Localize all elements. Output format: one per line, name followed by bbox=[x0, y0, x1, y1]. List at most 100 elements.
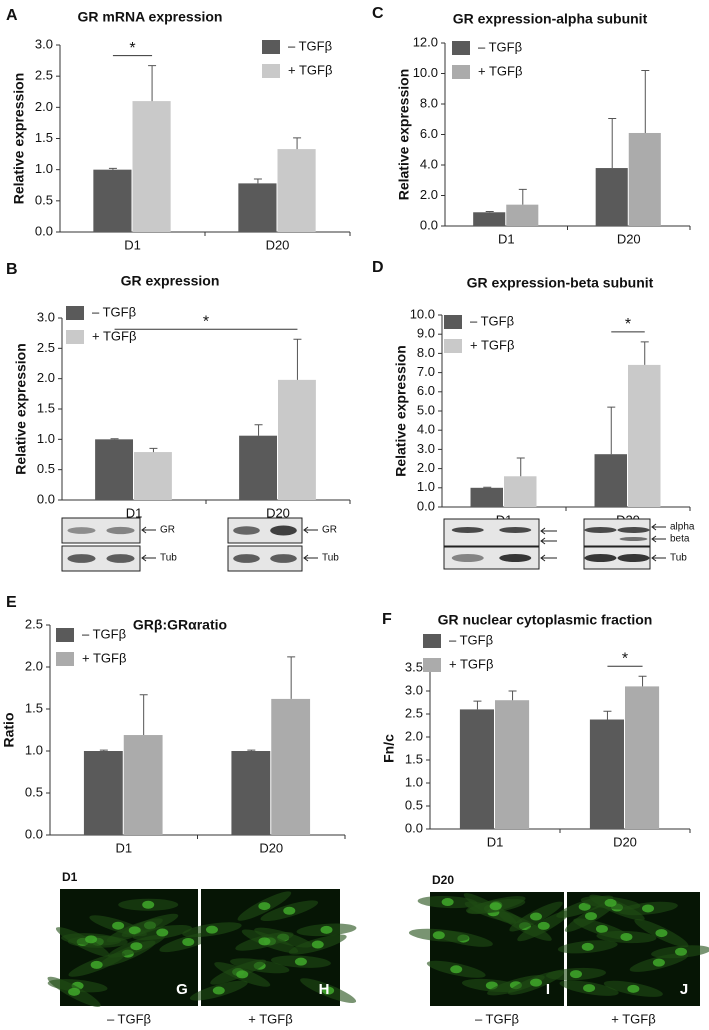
nucleus bbox=[322, 986, 335, 995]
legend-swatch bbox=[452, 65, 470, 79]
nucleus bbox=[205, 925, 218, 934]
nucleus bbox=[283, 906, 296, 915]
x-tick-label: D20 bbox=[613, 834, 637, 849]
blot-label: beta bbox=[670, 534, 690, 545]
blot-band bbox=[617, 554, 650, 562]
error-bar bbox=[293, 137, 302, 150]
error-bar bbox=[99, 749, 108, 751]
nucleus bbox=[258, 937, 271, 946]
bar bbox=[277, 149, 316, 232]
panel-letter: A bbox=[6, 7, 18, 24]
arrow bbox=[540, 537, 557, 545]
bar bbox=[594, 454, 627, 507]
panel-letter: D bbox=[372, 259, 384, 276]
bar bbox=[95, 439, 133, 500]
y-tick-label: 0.5 bbox=[35, 192, 53, 207]
x-tick-label: D1 bbox=[126, 505, 143, 520]
nucleus bbox=[258, 902, 271, 911]
y-tick-label: 0.0 bbox=[405, 820, 423, 835]
legend-label: – TGFβ bbox=[470, 313, 514, 328]
bar bbox=[470, 487, 503, 507]
chart-title: GR nuclear cytoplasmic fraction bbox=[438, 612, 653, 628]
y-tick-label: 4.0 bbox=[420, 156, 438, 171]
bar bbox=[271, 698, 311, 835]
legend-swatch bbox=[56, 652, 74, 666]
y-axis-label: Fn/c bbox=[381, 734, 397, 763]
legend-label: + TGFβ bbox=[449, 656, 493, 671]
nucleus bbox=[627, 984, 640, 993]
legend-label: – TGFβ bbox=[92, 304, 136, 319]
error-bar bbox=[508, 690, 517, 701]
nucleus bbox=[85, 935, 98, 944]
x-tick-label: D20 bbox=[266, 237, 290, 252]
y-axis-label: Relative expression bbox=[393, 345, 409, 477]
legend-label: – TGFβ bbox=[288, 38, 332, 53]
chart-title: GR expression-alpha subunit bbox=[453, 11, 648, 27]
blot-band bbox=[233, 526, 260, 535]
nucleus bbox=[320, 925, 333, 934]
bar bbox=[506, 204, 539, 226]
nucleus bbox=[569, 970, 582, 979]
chart-title: GRβ:GRαratio bbox=[133, 617, 227, 633]
nucleus bbox=[441, 898, 454, 907]
x-tick-label: D1 bbox=[124, 237, 141, 252]
micrograph-label: – TGFβ bbox=[107, 1011, 151, 1026]
significance-label: * bbox=[625, 316, 631, 333]
error-bar bbox=[247, 749, 256, 751]
y-tick-label: 0.0 bbox=[417, 498, 435, 513]
legend-label: – TGFβ bbox=[449, 632, 493, 647]
error-bar bbox=[149, 447, 158, 453]
nucleus bbox=[537, 921, 550, 930]
y-tick-label: 2.5 bbox=[35, 68, 53, 83]
y-axis-label: Relative expression bbox=[396, 69, 412, 201]
blot-band bbox=[619, 537, 648, 541]
blot-label: Tub bbox=[670, 553, 687, 564]
nucleus bbox=[530, 978, 543, 987]
bar bbox=[628, 364, 661, 507]
arrow bbox=[303, 526, 318, 534]
blot-band bbox=[67, 527, 96, 534]
y-tick-label: 6.0 bbox=[417, 383, 435, 398]
chart: F GR nuclear cytoplasmic fraction Fn/c 0.0 0… bbox=[381, 611, 691, 849]
y-tick-label: 2.0 bbox=[405, 728, 423, 743]
blot-band bbox=[451, 554, 484, 562]
blot-band bbox=[270, 554, 297, 563]
y-tick-label: 1.0 bbox=[405, 774, 423, 789]
arrow bbox=[540, 527, 557, 535]
bar bbox=[459, 709, 494, 829]
y-tick-label: 1.5 bbox=[25, 700, 43, 715]
nucleus bbox=[604, 898, 617, 907]
micrograph-letter: I bbox=[546, 981, 550, 998]
nucleus bbox=[652, 958, 665, 967]
y-tick-label: 3.0 bbox=[417, 441, 435, 456]
y-tick-label: 2.0 bbox=[37, 370, 55, 385]
error-bar bbox=[110, 438, 119, 440]
nucleus bbox=[595, 925, 608, 934]
y-tick-label: 1.5 bbox=[405, 751, 423, 766]
nucleus bbox=[142, 900, 155, 909]
nucleus bbox=[236, 970, 249, 979]
micrograph: H + TGFβ bbox=[182, 889, 357, 1026]
nucleus bbox=[620, 932, 633, 941]
arrow bbox=[540, 554, 557, 562]
blot-label: alpha bbox=[670, 522, 695, 533]
error-bar bbox=[287, 656, 296, 699]
micrograph-title: D1 bbox=[62, 870, 78, 884]
y-tick-label: 0.5 bbox=[37, 461, 55, 476]
nucleus bbox=[112, 921, 125, 930]
y-tick-label: 3.0 bbox=[37, 309, 55, 324]
error-bar bbox=[640, 341, 649, 365]
bar bbox=[589, 719, 624, 829]
legend-label: + TGFβ bbox=[478, 63, 522, 78]
micrograph-letter: G bbox=[176, 981, 188, 998]
chart: C GR expression-alpha subunit Relative exp… bbox=[372, 5, 691, 246]
bar bbox=[625, 686, 660, 829]
y-tick-label: 1.0 bbox=[417, 479, 435, 494]
micrograph: G – TGFβ bbox=[47, 889, 218, 1026]
chart: E GRβ:GRαratio Ratio 0.0 0.5 1.0 1.5 2.0 2.5 D1 D2… bbox=[1, 594, 346, 855]
blot-band bbox=[451, 527, 484, 533]
micrograph-letter: H bbox=[319, 981, 330, 998]
y-tick-label: 0.0 bbox=[37, 491, 55, 506]
error-bar bbox=[641, 69, 650, 133]
error-bar bbox=[254, 424, 263, 436]
